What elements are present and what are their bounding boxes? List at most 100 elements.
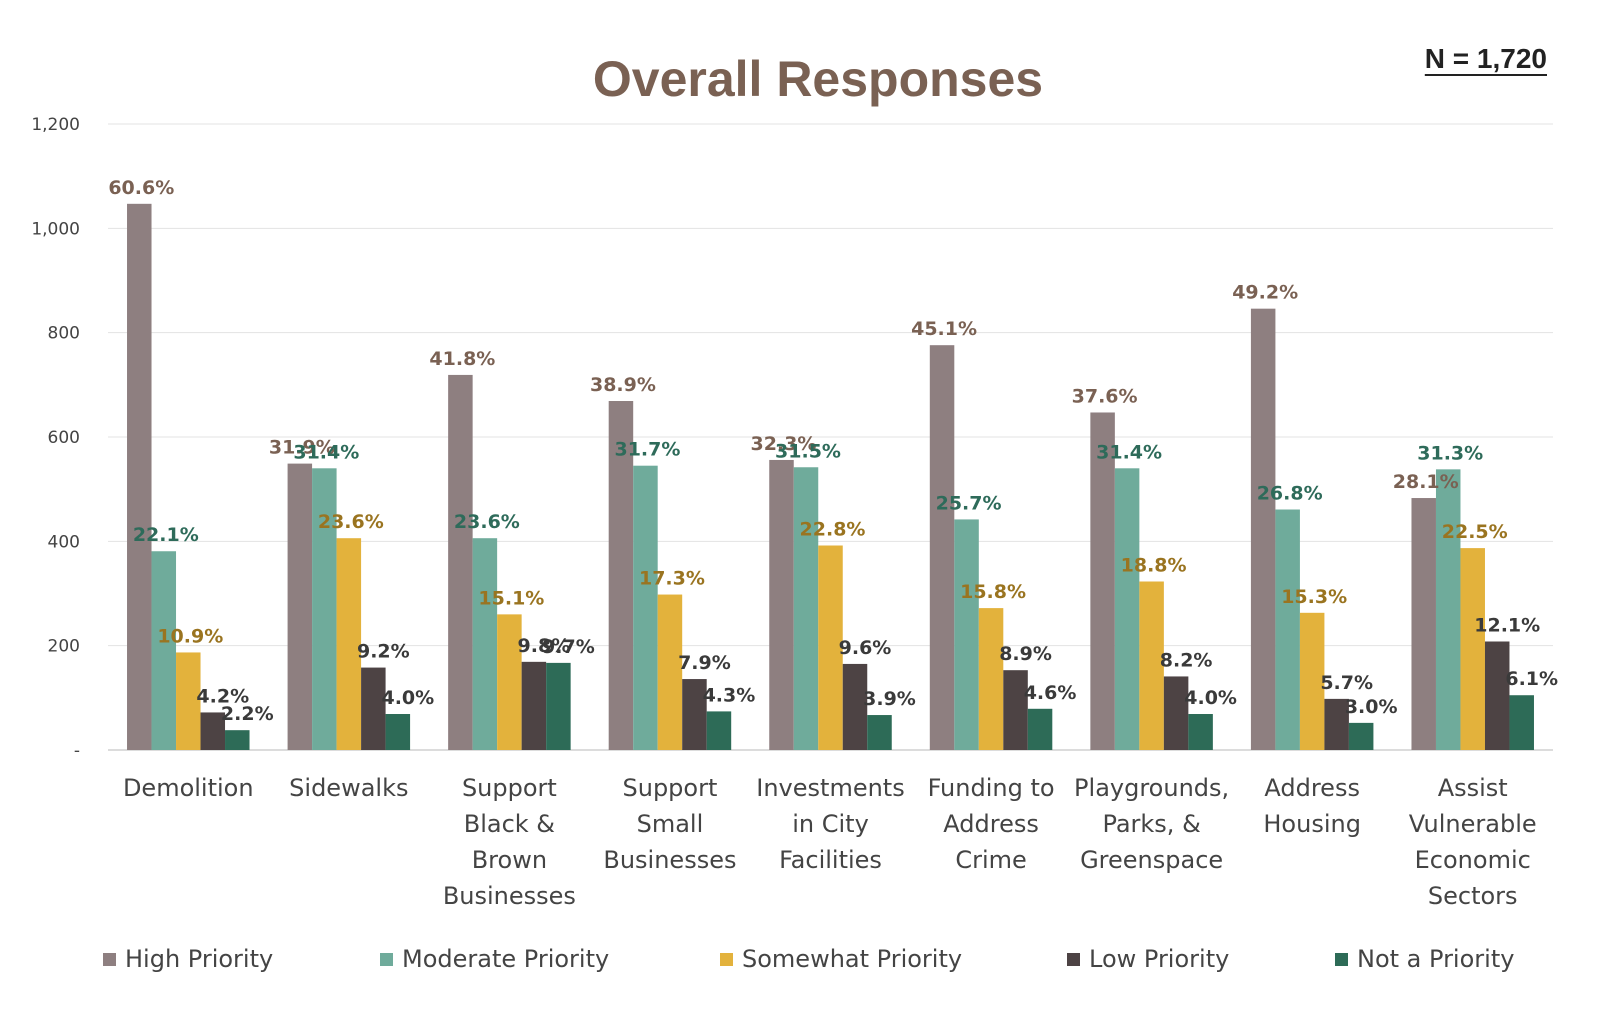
data-label: 26.8% <box>1257 483 1323 505</box>
data-label: 3.0% <box>1345 696 1398 718</box>
data-label: 4.0% <box>1184 687 1237 709</box>
data-label: 31.4% <box>293 441 359 463</box>
legend: High Priority Moderate Priority Somewhat P… <box>103 945 1514 973</box>
data-label: 22.5% <box>1442 521 1508 543</box>
bars <box>127 203 1534 750</box>
x-tick-label: Support <box>462 774 557 802</box>
bar <box>546 662 571 750</box>
data-label: 41.8% <box>429 348 495 370</box>
legend-label: Not a Priority <box>1357 945 1514 973</box>
bar <box>1188 714 1213 750</box>
data-label: 17.3% <box>639 568 705 590</box>
bar <box>361 667 386 750</box>
bar <box>1250 308 1276 750</box>
data-label: 3.9% <box>863 688 916 710</box>
data-label: 9.8% <box>518 635 571 657</box>
bar <box>633 465 658 750</box>
bar <box>1484 641 1510 750</box>
data-label: 6.1% <box>1505 668 1558 690</box>
data-label: 15.3% <box>1281 586 1347 608</box>
data-label: 18.8% <box>1121 555 1187 577</box>
bar <box>385 714 411 750</box>
bar <box>1027 708 1053 750</box>
data-label: 9.6% <box>839 637 892 659</box>
bar <box>1090 412 1115 750</box>
sample-size-annotation: N = 1,720 <box>1425 43 1547 74</box>
bar <box>176 652 201 750</box>
data-label: 12.1% <box>1474 614 1540 636</box>
y-axis: - 200 400 600 800 1,000 1,200 <box>31 115 80 761</box>
data-label: 23.6% <box>318 511 384 533</box>
bar <box>1163 676 1189 750</box>
data-label: 23.6% <box>454 511 520 533</box>
x-tick-label: Businesses <box>603 846 736 874</box>
bar <box>151 551 177 750</box>
bar <box>954 519 979 750</box>
bar <box>1114 468 1140 750</box>
y-tick-label: 400 <box>48 532 80 552</box>
legend-label: Moderate Priority <box>402 945 609 973</box>
data-label: 10.9% <box>157 625 223 647</box>
x-tick-label: Address <box>943 810 1039 838</box>
data-label: 15.1% <box>478 587 544 609</box>
bar <box>497 614 522 750</box>
data-label: 2.2% <box>221 703 274 725</box>
y-tick-label: 1,200 <box>31 115 80 135</box>
x-tick-label: Black & <box>464 810 555 838</box>
bar <box>706 711 732 750</box>
x-tick-label: Support <box>623 774 718 802</box>
bar <box>608 401 634 750</box>
x-tick-label: Greenspace <box>1080 846 1223 874</box>
y-tick-label: 600 <box>48 428 80 448</box>
bar <box>1299 612 1325 750</box>
legend-swatch <box>1335 953 1348 966</box>
x-tick-label: Parks, & <box>1102 810 1200 838</box>
bar <box>657 594 683 750</box>
x-tick-label: Funding to <box>928 774 1055 802</box>
bar <box>842 663 868 750</box>
x-tick-label: Crime <box>955 846 1026 874</box>
bar <box>1435 469 1461 750</box>
data-label: 8.2% <box>1160 649 1213 671</box>
data-label: 9.2% <box>357 641 410 663</box>
legend-swatch <box>103 953 116 966</box>
x-tick-label: Investments <box>756 774 904 802</box>
x-tick-label: Small <box>637 810 704 838</box>
x-tick-label: Vulnerable <box>1409 810 1537 838</box>
y-tick-label: 800 <box>48 324 80 344</box>
x-tick-label: Economic <box>1415 846 1531 874</box>
bar <box>793 467 819 750</box>
bar <box>287 463 313 750</box>
bar <box>1324 698 1349 750</box>
bar <box>769 459 794 750</box>
legend-label: Low Priority <box>1089 945 1229 973</box>
data-label: 60.6% <box>108 177 174 199</box>
data-label: 4.2% <box>196 685 249 707</box>
bar <box>1139 581 1164 750</box>
data-label: 38.9% <box>590 374 656 396</box>
data-label: 22.1% <box>133 524 199 546</box>
bar <box>1411 498 1436 750</box>
y-tick-label: - <box>74 741 80 761</box>
x-tick-label: Sectors <box>1428 882 1518 910</box>
bar <box>929 345 955 750</box>
data-label: 37.6% <box>1072 385 1138 407</box>
bar <box>521 661 547 750</box>
data-label: 5.7% <box>1320 672 1373 694</box>
bar <box>867 715 892 750</box>
y-tick-label: 1,000 <box>31 219 80 239</box>
data-label: 9.7% <box>542 636 595 658</box>
data-label: 32.3% <box>751 433 817 455</box>
data-label: 15.8% <box>960 581 1026 603</box>
data-label: 31.4% <box>1096 441 1162 463</box>
data-label: 31.9% <box>269 437 335 459</box>
bar <box>682 679 707 750</box>
legend-swatch <box>720 953 733 966</box>
bar <box>818 545 843 750</box>
data-label: 28.1% <box>1393 471 1459 493</box>
data-labels: 60.6%22.1%10.9%4.2%2.2%31.9%31.4%23.6%9.… <box>108 177 1558 725</box>
x-tick-label: Facilities <box>779 846 882 874</box>
bar <box>1348 722 1374 750</box>
data-label: 4.0% <box>381 687 434 709</box>
legend-label: Somewhat Priority <box>742 945 962 973</box>
